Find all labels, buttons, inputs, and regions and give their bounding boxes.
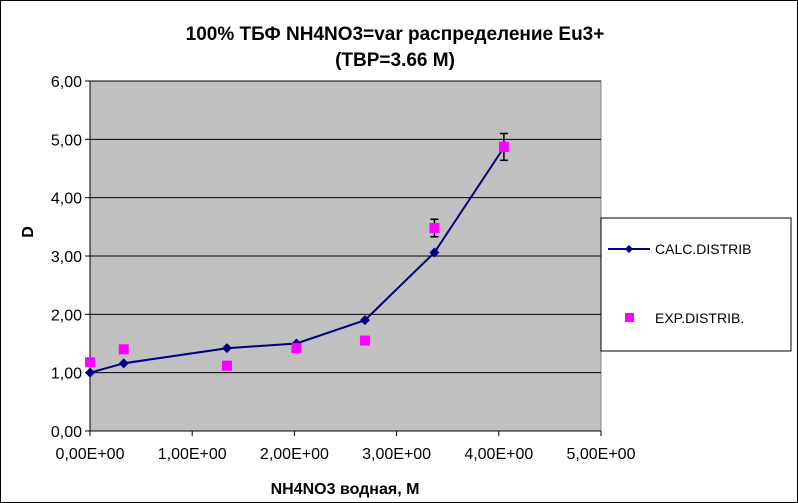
legend-label-exp: EXP.DISTRIB. xyxy=(655,310,744,326)
calc-data-point xyxy=(118,358,129,369)
series xyxy=(85,132,509,378)
legend: CALC.DISTRIB EXP.DISTRIB. xyxy=(600,217,792,352)
y-tick-label: 5,00 xyxy=(51,132,82,149)
x-tick-label: 2,00E+00 xyxy=(260,446,329,463)
x-tick-label: 4,00E+00 xyxy=(464,446,533,463)
y-tick-label: 1,00 xyxy=(51,366,82,383)
y-tick-label: 3,00 xyxy=(51,249,82,266)
calc-data-point xyxy=(221,343,232,354)
x-tick-label: 5,00E+00 xyxy=(567,446,636,463)
calc-data-point xyxy=(359,315,370,326)
x-axis-label: NH4NO3 водная, М xyxy=(271,481,420,498)
chart-title-line-2: (TBP=3.66 M) xyxy=(335,50,455,71)
exp-data-point xyxy=(221,360,232,371)
exp-data-point xyxy=(85,357,95,368)
exp-data-point xyxy=(291,343,302,354)
x-tick-label: 1,00E+00 xyxy=(158,446,227,463)
grid-lines xyxy=(90,80,601,374)
exp-data-point xyxy=(498,141,509,152)
legend-label-calc: CALC.DISTRIB xyxy=(655,241,751,257)
exp-data-point xyxy=(118,344,129,355)
x-tick-label: 3,00E+00 xyxy=(362,446,431,463)
chart-title-line-1: 100% ТБФ NH4NO3=var распределение Eu3+ xyxy=(186,24,605,45)
y-tick-label: 0,00 xyxy=(51,424,82,441)
exp-data-point xyxy=(429,223,440,233)
y-tick-label: 6,00 xyxy=(51,74,82,91)
legend-marker-exp xyxy=(625,313,634,322)
legend-marker-calc xyxy=(625,245,633,253)
y-tick-label: 2,00 xyxy=(51,307,82,324)
tick-marks: 0,00 1,00 2,00 3,00 4,00 5,00 6,00 0,00E+00 1,00… xyxy=(51,74,636,463)
exp-data-point xyxy=(359,335,370,346)
calc-data-point xyxy=(429,247,440,258)
x-tick-label: 0,00E+00 xyxy=(56,446,125,463)
y-axis-label: D xyxy=(20,226,37,238)
y-tick-label: 4,00 xyxy=(51,191,82,208)
calc-data-point xyxy=(85,367,95,378)
legend-box xyxy=(600,217,792,352)
series-exp-distrib xyxy=(85,132,509,371)
